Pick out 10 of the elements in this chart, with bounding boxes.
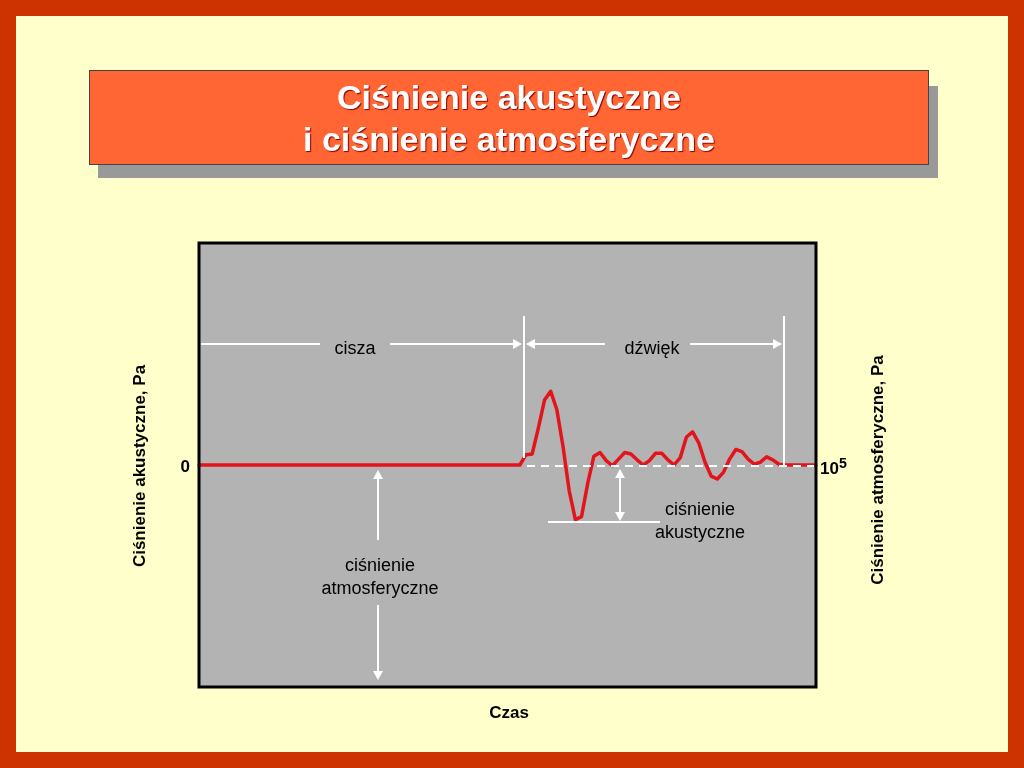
text: cisza: [333, 336, 377, 360]
y-axis-title: Ciśnienie akustyczne, Pa: [130, 364, 150, 568]
y2-axis-title: Ciśnienie atmosferyczne, Pa: [868, 355, 888, 585]
annotation: ciśnienie akustyczne: [653, 498, 746, 544]
text: dźwięk: [623, 336, 681, 360]
chart-title: Ciśnienie akustyczne i ciśnienie atmosferyczne: [89, 70, 929, 165]
text: 10$^{5}$: [820, 453, 847, 481]
text: ciśnienie atmosferyczne: [320, 554, 440, 600]
text: 0: [180, 455, 190, 478]
text: Czas: [488, 701, 530, 724]
